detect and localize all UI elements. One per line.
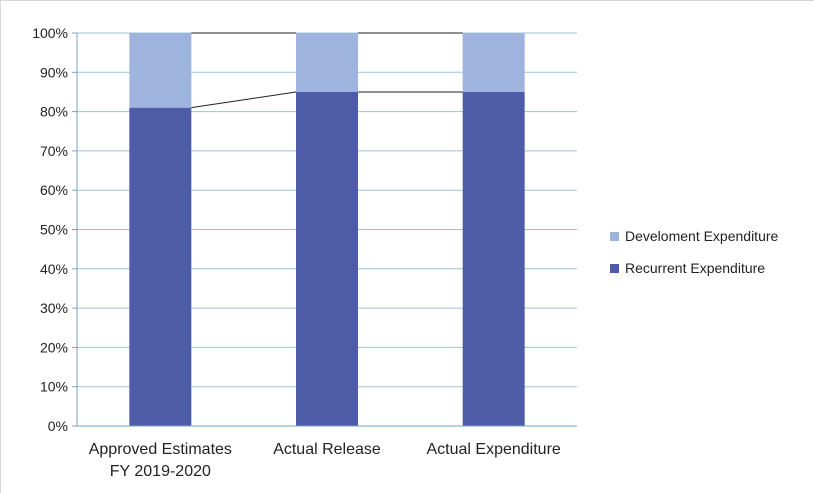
y-tick-label: 50% xyxy=(40,222,68,238)
y-tick-label: 90% xyxy=(40,64,68,80)
y-tick-label: 20% xyxy=(40,339,68,355)
y-tick-label: 80% xyxy=(40,104,68,120)
bars xyxy=(129,33,525,427)
series-lines xyxy=(191,32,463,109)
y-tick-label: 10% xyxy=(40,379,68,395)
bar-segment xyxy=(462,33,525,92)
legend-label: Develoment Expenditure xyxy=(625,228,779,244)
legend-label: Recurrent Expenditure xyxy=(625,260,765,276)
y-tick-label: 0% xyxy=(48,418,68,434)
x-tick-label: Actual Expenditure xyxy=(427,441,561,458)
y-tick-label: 100% xyxy=(32,25,68,41)
bar-segment xyxy=(296,33,358,92)
y-tick-label: 70% xyxy=(40,143,68,159)
bar-segment xyxy=(462,91,525,426)
legend-swatch xyxy=(610,264,619,273)
series-line xyxy=(191,91,297,109)
x-axis-labels: Approved Estimates FY 2019-2020 Actual Rel… xyxy=(89,441,561,480)
bar-segment xyxy=(296,91,358,426)
x-tick-label: Actual Release xyxy=(273,441,381,458)
legend-swatch xyxy=(610,232,619,241)
bar-segment xyxy=(129,107,192,427)
y-axis-ticks: 0% 10% 20% 30% 40% 50% 60% 70% 80% 90% 100% xyxy=(32,25,77,434)
y-tick-label: 30% xyxy=(40,300,68,316)
x-tick-label: Approved Estimates xyxy=(89,441,232,458)
bar-segment xyxy=(129,33,192,108)
y-tick-label: 40% xyxy=(40,261,68,277)
legend: Develoment Expenditure Recurrent Expendit… xyxy=(610,228,779,276)
y-tick-label: 60% xyxy=(40,182,68,198)
x-tick-label: FY 2019-2020 xyxy=(110,463,211,480)
